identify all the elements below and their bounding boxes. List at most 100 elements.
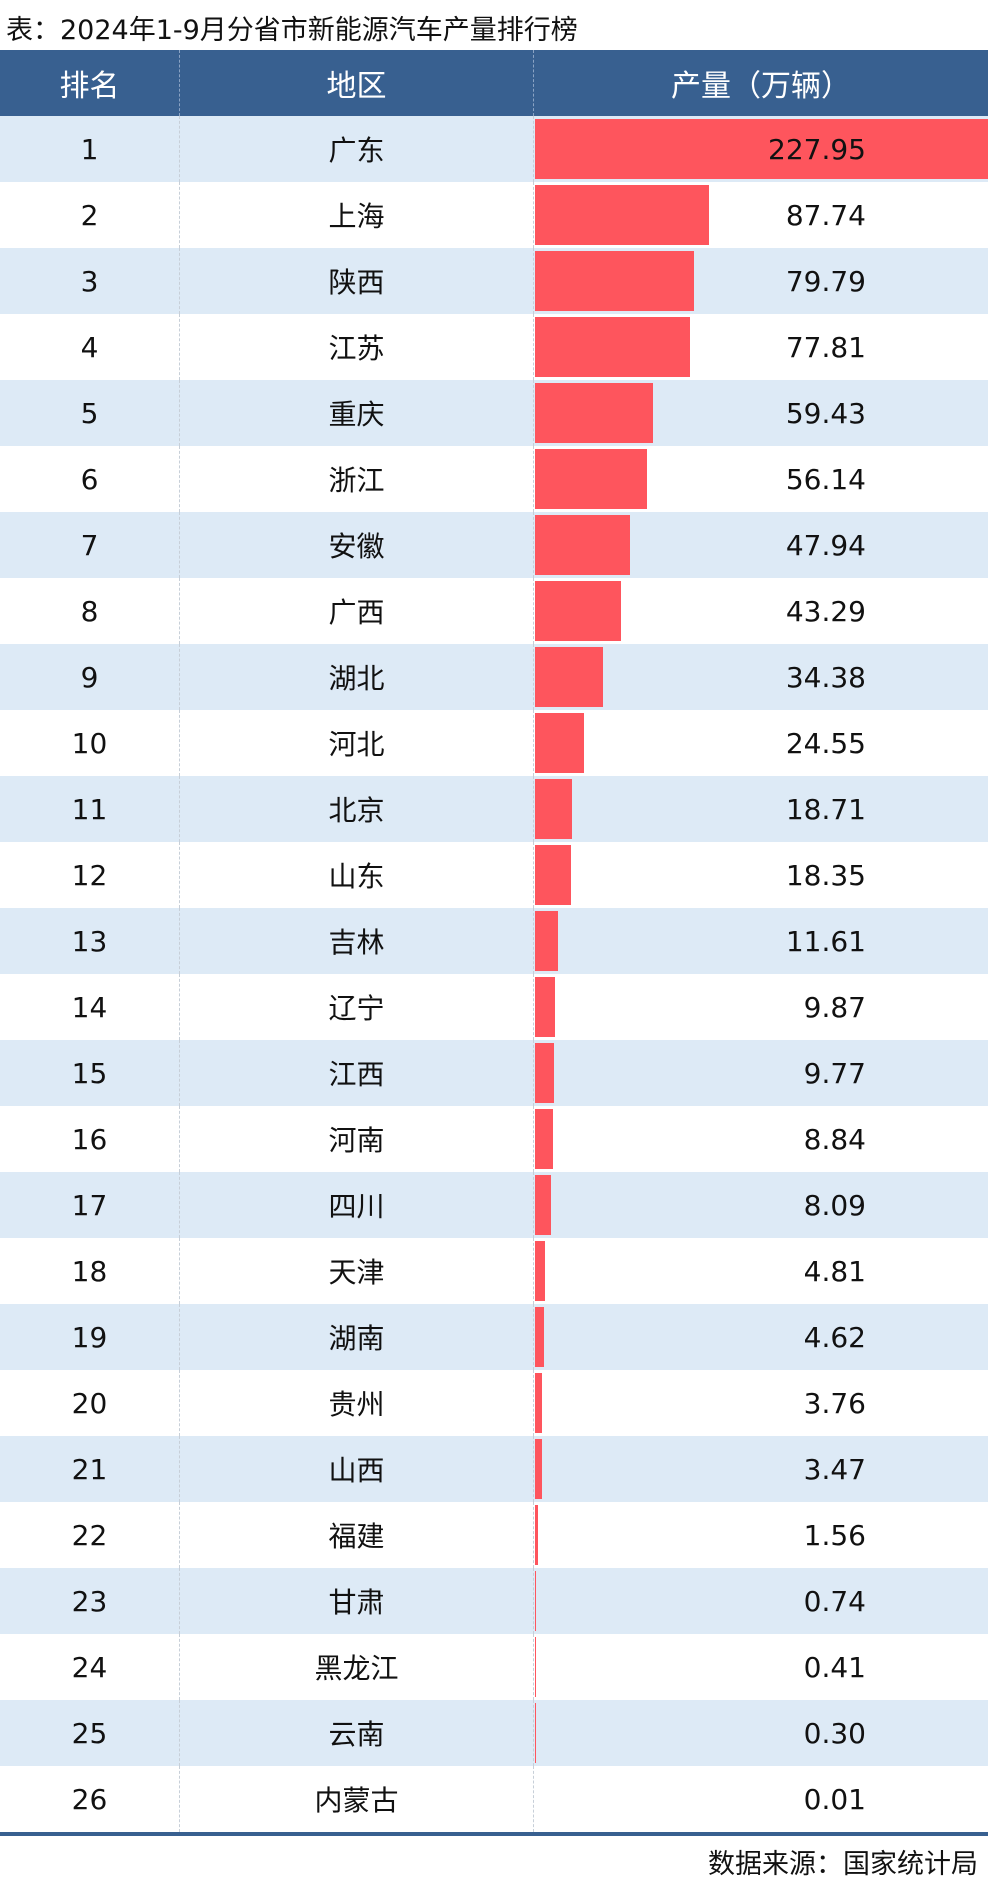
value-label: 9.87 <box>803 990 866 1024</box>
value-bar <box>535 779 573 839</box>
rank-cell: 20 <box>0 1370 180 1436</box>
value-bar <box>535 977 555 1037</box>
rank-cell: 16 <box>0 1106 180 1172</box>
header-rank: 排名 <box>0 50 180 116</box>
table-row: 7 安徽 47.94 <box>0 512 988 578</box>
value-label: 8.84 <box>803 1122 866 1156</box>
region-cell: 福建 <box>180 1502 534 1568</box>
table-row: 26 内蒙古 0.01 <box>0 1766 988 1832</box>
rank-cell: 11 <box>0 776 180 842</box>
region-cell: 内蒙古 <box>180 1766 534 1832</box>
table-row: 19 湖南 4.62 <box>0 1304 988 1370</box>
table-row: 6 浙江 56.14 <box>0 446 988 512</box>
value-label: 18.35 <box>785 858 866 892</box>
rank-cell: 9 <box>0 644 180 710</box>
region-cell: 河南 <box>180 1106 534 1172</box>
value-label: 34.38 <box>785 660 866 694</box>
value-label: 56.14 <box>785 462 866 496</box>
value-bar <box>535 1175 552 1235</box>
value-label: 0.74 <box>803 1584 866 1618</box>
value-cell: 0.01 <box>534 1766 988 1832</box>
rank-cell: 8 <box>0 578 180 644</box>
value-bar <box>535 1373 543 1433</box>
region-cell: 山东 <box>180 842 534 908</box>
table-row: 12 山东 18.35 <box>0 842 988 908</box>
region-cell: 云南 <box>180 1700 534 1766</box>
value-cell: 4.81 <box>534 1238 988 1304</box>
rank-cell: 14 <box>0 974 180 1040</box>
rank-cell: 15 <box>0 1040 180 1106</box>
value-bar <box>535 1241 545 1301</box>
table-row: 17 四川 8.09 <box>0 1172 988 1238</box>
value-label: 0.41 <box>803 1650 866 1684</box>
rank-cell: 6 <box>0 446 180 512</box>
value-cell: 18.35 <box>534 842 988 908</box>
value-label: 3.47 <box>803 1452 866 1486</box>
table-row: 2 上海 87.74 <box>0 182 988 248</box>
region-cell: 江西 <box>180 1040 534 1106</box>
rank-cell: 21 <box>0 1436 180 1502</box>
rank-cell: 18 <box>0 1238 180 1304</box>
table-row: 1 广东 227.95 <box>0 116 988 182</box>
value-cell: 0.74 <box>534 1568 988 1634</box>
table-row: 13 吉林 11.61 <box>0 908 988 974</box>
rank-cell: 1 <box>0 116 180 182</box>
rank-cell: 5 <box>0 380 180 446</box>
ranking-table: 排名 地区 产量（万辆） 1 广东 227.95 2 上海 87.74 3 陕西 79.79 4 江… <box>0 50 988 1832</box>
value-bar <box>535 1439 542 1499</box>
value-cell: 3.76 <box>534 1370 988 1436</box>
value-bar <box>535 1043 555 1103</box>
table-row: 20 贵州 3.76 <box>0 1370 988 1436</box>
region-cell: 江苏 <box>180 314 534 380</box>
value-label: 4.81 <box>803 1254 866 1288</box>
value-cell: 9.87 <box>534 974 988 1040</box>
value-bar <box>535 449 647 509</box>
value-label: 0.30 <box>803 1716 866 1750</box>
value-cell: 4.62 <box>534 1304 988 1370</box>
value-bar <box>535 185 710 245</box>
rank-cell: 12 <box>0 842 180 908</box>
table-row: 22 福建 1.56 <box>0 1502 988 1568</box>
table-row: 10 河北 24.55 <box>0 710 988 776</box>
table-row: 23 甘肃 0.74 <box>0 1568 988 1634</box>
rank-cell: 22 <box>0 1502 180 1568</box>
table-row: 15 江西 9.77 <box>0 1040 988 1106</box>
region-cell: 黑龙江 <box>180 1634 534 1700</box>
value-cell: 59.43 <box>534 380 988 446</box>
value-label: 227.95 <box>768 132 866 166</box>
region-cell: 甘肃 <box>180 1568 534 1634</box>
value-cell: 79.79 <box>534 248 988 314</box>
region-cell: 贵州 <box>180 1370 534 1436</box>
value-bar <box>535 1109 553 1169</box>
table-row: 25 云南 0.30 <box>0 1700 988 1766</box>
value-bar <box>535 1571 537 1631</box>
region-cell: 上海 <box>180 182 534 248</box>
table-row: 5 重庆 59.43 <box>0 380 988 446</box>
region-cell: 四川 <box>180 1172 534 1238</box>
table-row: 18 天津 4.81 <box>0 1238 988 1304</box>
table-row: 16 河南 8.84 <box>0 1106 988 1172</box>
value-bar <box>535 119 988 179</box>
value-cell: 34.38 <box>534 644 988 710</box>
value-cell: 8.84 <box>534 1106 988 1172</box>
rank-cell: 23 <box>0 1568 180 1634</box>
table-row: 4 江苏 77.81 <box>0 314 988 380</box>
rank-cell: 3 <box>0 248 180 314</box>
value-label: 4.62 <box>803 1320 866 1354</box>
value-cell: 87.74 <box>534 182 988 248</box>
region-cell: 吉林 <box>180 908 534 974</box>
region-cell: 北京 <box>180 776 534 842</box>
table-header: 排名 地区 产量（万辆） <box>0 50 988 116</box>
value-bar <box>535 647 604 707</box>
region-cell: 广西 <box>180 578 534 644</box>
value-cell: 43.29 <box>534 578 988 644</box>
value-label: 59.43 <box>785 396 866 430</box>
value-cell: 3.47 <box>534 1436 988 1502</box>
rank-cell: 25 <box>0 1700 180 1766</box>
value-cell: 227.95 <box>534 116 988 182</box>
rank-cell: 26 <box>0 1766 180 1832</box>
value-bar <box>535 383 654 443</box>
region-cell: 安徽 <box>180 512 534 578</box>
value-label: 3.76 <box>803 1386 866 1420</box>
region-cell: 陕西 <box>180 248 534 314</box>
